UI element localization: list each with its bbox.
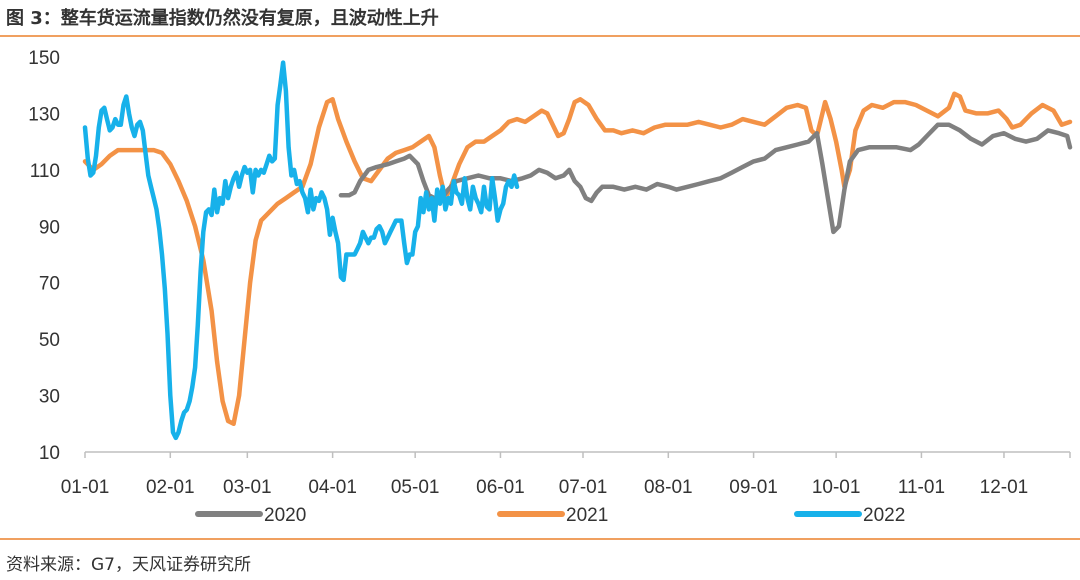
x-tick-label: 10-01 (812, 477, 861, 498)
y-tick-label: 130 (28, 104, 60, 125)
legend-label-2021: 2021 (566, 505, 608, 526)
x-tick-label: 07-01 (559, 477, 608, 498)
y-tick-label: 10 (39, 443, 60, 464)
x-tick-label: 02-01 (146, 477, 195, 498)
x-tick-label: 06-01 (476, 477, 525, 498)
x-tick-label: 11-01 (898, 477, 945, 498)
y-tick-label: 50 (39, 330, 60, 351)
source-note: 资料来源：G7，天风证券研究所 (6, 555, 251, 575)
x-tick-label: 03-01 (223, 477, 272, 498)
figure-title: 图 3：整车货运流量指数仍然没有复原，且波动性上升 (6, 8, 439, 29)
x-tick-label: 04-01 (308, 477, 357, 498)
y-tick-label: 110 (30, 161, 60, 182)
x-tick-label: 12-01 (980, 477, 1029, 498)
x-tick-label: 09-01 (729, 477, 778, 498)
y-tick-label: 30 (39, 387, 60, 408)
legend-label-2020: 2020 (264, 505, 306, 526)
bottom-divider (0, 538, 1080, 540)
series-line-2022 (82, 60, 520, 441)
x-tick-label: 05-01 (391, 477, 440, 498)
series-line-2021 (82, 91, 1073, 427)
y-tick-label: 150 (28, 48, 60, 69)
y-tick-label: 90 (39, 217, 60, 238)
top-divider (0, 35, 1080, 37)
x-tick-label: 08-01 (644, 477, 693, 498)
legend-label-2022: 2022 (863, 505, 905, 526)
x-tick-label: 01-01 (61, 477, 110, 498)
line-chart: 10 30 50 70 90 110 130 150 01-01 02-01 03-01 04-01 0… (28, 48, 1073, 526)
series-line-2020 (338, 122, 1073, 235)
y-tick-label: 70 (39, 274, 60, 295)
